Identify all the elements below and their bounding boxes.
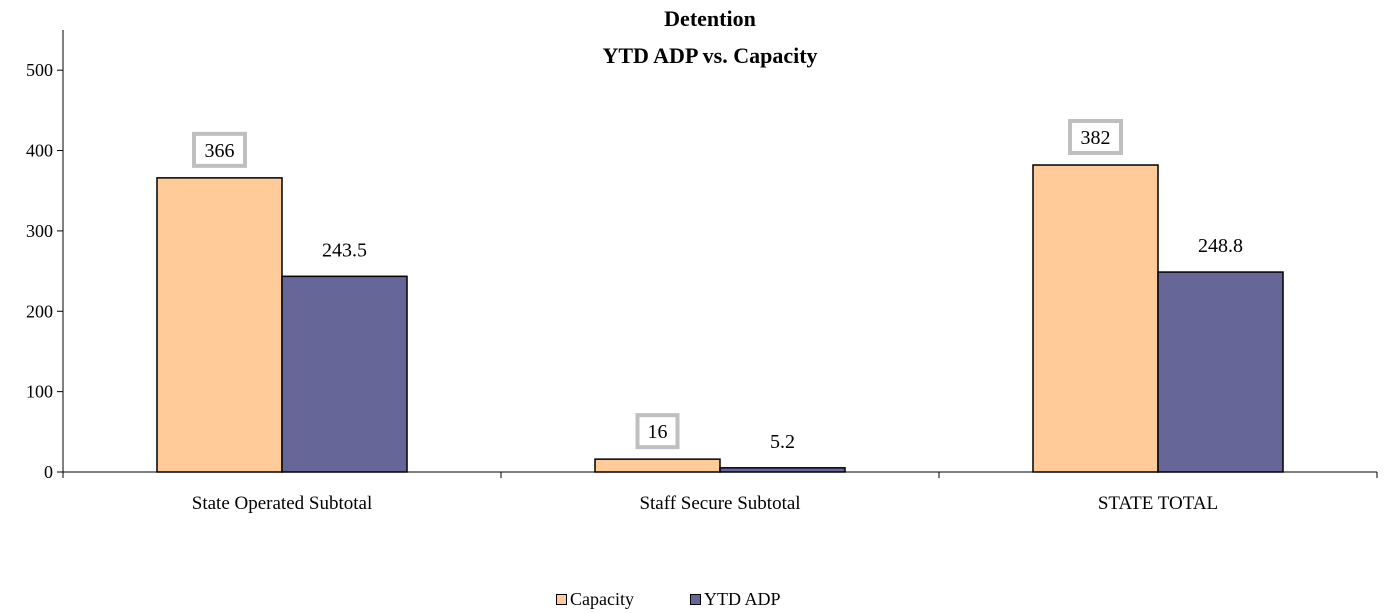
bar-ytd-adp [719, 467, 846, 473]
chart-title-line-1: Detention [664, 6, 756, 31]
legend: Capacity YTD ADP [556, 589, 781, 610]
y-tick-label: 300 [26, 221, 53, 241]
bar-ytd-adp [1157, 271, 1284, 473]
legend-item-capacity: Capacity [556, 589, 634, 610]
legend-swatch-ytd-adp [689, 594, 701, 605]
data-label-box [192, 131, 247, 168]
y-tick-label: 400 [26, 141, 53, 161]
data-label-box [1068, 119, 1123, 156]
data-label: 5.2 [770, 431, 795, 453]
y-tick-label: 0 [44, 462, 53, 482]
data-label: 248.8 [1198, 235, 1243, 257]
chart-title-line-2: YTD ADP vs. Capacity [602, 43, 817, 68]
bar-capacity [594, 458, 721, 473]
bar-capacity [1032, 164, 1159, 473]
y-tick-label: 100 [26, 382, 53, 402]
legend-label-capacity: Capacity [570, 589, 634, 609]
x-category-label: Staff Secure Subtotal [639, 493, 800, 514]
x-category-label: STATE TOTAL [1098, 493, 1218, 514]
data-label-box [635, 413, 680, 450]
legend-swatch-capacity [556, 594, 567, 605]
bar-capacity [156, 177, 283, 473]
y-tick-label: 500 [26, 60, 53, 80]
y-tick-label: 200 [26, 301, 53, 321]
data-label: 366 [205, 140, 235, 162]
bar-ytd-adp [281, 275, 408, 473]
x-category-label: State Operated Subtotal [192, 493, 372, 514]
legend-label-ytd-adp: YTD ADP [703, 589, 781, 609]
legend-item-ytd-adp: YTD ADP [689, 589, 781, 610]
data-label: 382 [1081, 127, 1111, 149]
data-label: 16 [648, 421, 668, 443]
data-label: 243.5 [322, 239, 367, 261]
